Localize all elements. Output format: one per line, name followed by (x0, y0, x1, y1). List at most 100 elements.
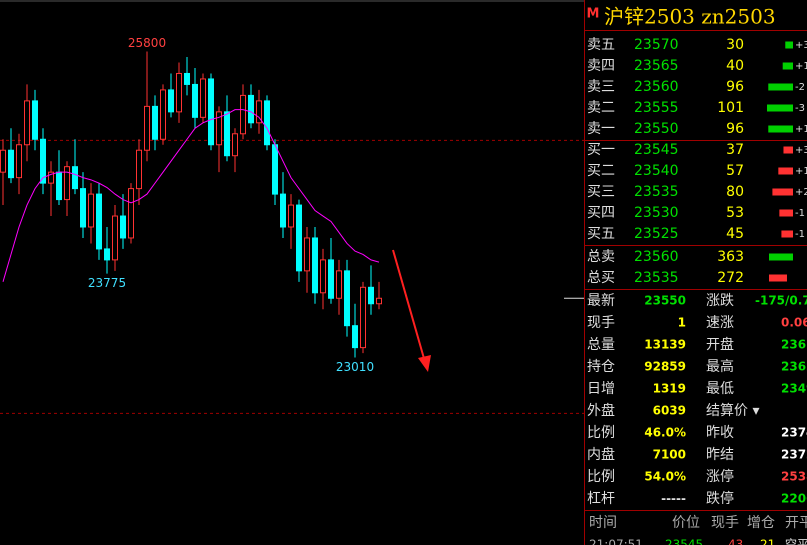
candle-body (48, 171, 54, 184)
tick-cell: 23545 (665, 538, 703, 545)
candle-body (320, 259, 326, 294)
book-change: -1 (795, 208, 805, 219)
stat-value: 2374 (781, 426, 807, 440)
book-label: 卖二 (587, 100, 615, 116)
book-change: +3 (795, 145, 807, 156)
volume-bar (772, 188, 793, 196)
book-label: 买五 (587, 226, 615, 242)
candle-body (112, 215, 118, 261)
candle-body (344, 270, 350, 327)
badge: M (587, 7, 600, 22)
book-price: 23540 (634, 163, 679, 179)
book-change: +3 (795, 40, 807, 51)
stat-label: 比例 (587, 425, 615, 441)
total-price: 23560 (634, 249, 679, 265)
ma-line (2, 109, 380, 282)
stat-value: 2349 (781, 382, 807, 396)
book-label: 卖一 (587, 121, 615, 137)
candle-body (168, 89, 174, 113)
panel-lines (584, 30, 807, 511)
book-price: 23525 (634, 226, 679, 242)
candle-body (376, 297, 382, 305)
total-volume: 272 (717, 270, 744, 286)
candle-body (328, 259, 334, 299)
book-volume: 96 (726, 79, 744, 95)
stat-label: 现手 (587, 315, 615, 331)
stat-label: 跌停 (706, 490, 734, 507)
book-volume: 30 (726, 37, 744, 53)
tick-cell: 21:07:51 (589, 538, 643, 545)
stat-value: 6039 (653, 404, 686, 418)
stat-label: 杠杆 (587, 491, 615, 507)
stat-label: 外盘 (587, 402, 615, 419)
candle-body (200, 78, 206, 118)
candle-body (184, 72, 190, 85)
book-change: -3 (795, 103, 805, 114)
stat-label: 昨结 (706, 447, 734, 463)
total-volume: 363 (717, 249, 744, 265)
book-change: +1 (795, 124, 807, 135)
book-volume: 40 (726, 58, 744, 74)
book-volume: 45 (726, 226, 744, 242)
book-price: 23565 (634, 58, 679, 74)
volume-bar (767, 104, 793, 112)
candle-body (224, 111, 230, 157)
candle-body (304, 237, 310, 272)
book-label: 买二 (587, 163, 615, 179)
candle-body (152, 105, 158, 140)
candle-body (80, 188, 86, 228)
book-volume: 101 (717, 100, 744, 116)
candle-body (264, 100, 270, 146)
book-label: 买四 (587, 205, 615, 221)
volume-bar (781, 230, 793, 238)
total-bar (769, 274, 787, 282)
tick-header: 时间 (589, 515, 617, 531)
stat-value: 2538 (781, 470, 807, 484)
stat-value: 0.06 (781, 316, 807, 330)
stat-value: 1319 (653, 382, 686, 396)
candle-body (88, 193, 94, 228)
tick-header: 价位 (672, 515, 700, 531)
stat-label: 开盘 (706, 336, 734, 353)
volume-bar (783, 146, 793, 154)
candle-body (104, 248, 110, 261)
tick-header: 现手 (711, 515, 739, 531)
book-label: 卖三 (587, 79, 615, 95)
total-label: 总卖 (587, 249, 615, 265)
candle-body (32, 100, 38, 140)
candle-body (312, 237, 318, 294)
stat-value: 2361 (781, 338, 807, 352)
candle-body (16, 144, 22, 179)
book-volume: 96 (726, 121, 744, 137)
tick-cell: 21 (760, 538, 775, 545)
volume-bar (778, 167, 793, 175)
book-price: 23535 (634, 184, 679, 200)
arrow-head (418, 355, 431, 372)
stat-label: 持仓 (587, 359, 615, 375)
book-volume: 80 (726, 184, 744, 200)
book-label: 买一 (587, 142, 615, 158)
tick-cell: 空平 (785, 538, 807, 545)
stat-label: 速涨 (706, 315, 734, 331)
candle-body (272, 144, 278, 195)
book-change: -1 (795, 229, 805, 240)
book-volume: 53 (726, 205, 744, 221)
stat-label: 最高 (706, 358, 734, 375)
book-price: 23530 (634, 205, 679, 221)
book-label: 卖五 (587, 37, 615, 53)
candle-body (248, 94, 254, 124)
stat-value: 2362 (781, 360, 807, 374)
volume-bar (768, 83, 793, 91)
candle-body (352, 325, 358, 349)
stat-label: 总量 (587, 337, 615, 353)
total-price: 23535 (634, 270, 679, 286)
candle-body (368, 286, 374, 305)
stat-label: 涨停 (706, 468, 734, 485)
tick-cell: 43 (728, 538, 743, 545)
stat-value: 46.0% (644, 426, 686, 440)
stat-value: 23550 (644, 294, 686, 308)
title: 沪锌2503 zn2503 (604, 5, 776, 29)
price-label: 23775 (88, 276, 126, 290)
stat-value: -175/0.74 (755, 294, 807, 308)
book-label: 卖四 (587, 58, 615, 74)
